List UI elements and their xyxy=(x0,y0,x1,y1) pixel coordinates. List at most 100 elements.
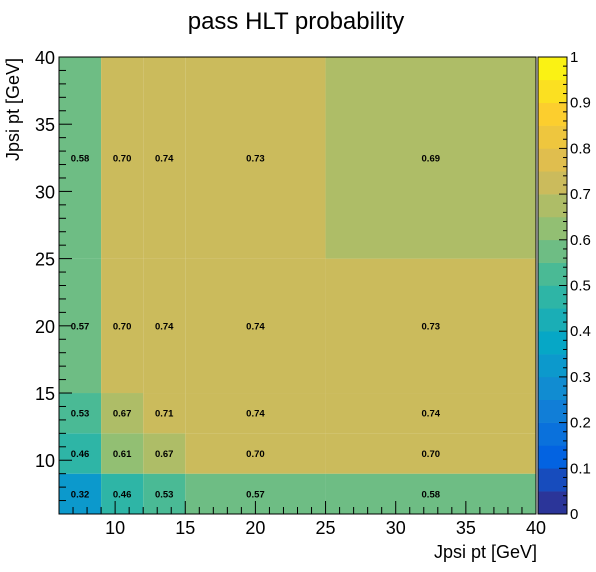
cell-value-label: 0.53 xyxy=(71,409,90,420)
cell-value-label: 0.67 xyxy=(113,409,132,420)
heatmap-cell xyxy=(59,473,102,514)
colorbar-band xyxy=(538,125,567,149)
cell-value-label: 0.74 xyxy=(155,321,174,332)
colorbar-band xyxy=(538,262,567,286)
cell-value-label: 0.74 xyxy=(246,321,265,332)
heatmap-cell xyxy=(143,473,186,514)
heatmap-cell xyxy=(185,393,326,434)
heatmap-cell xyxy=(59,433,102,474)
heatmap-cell xyxy=(101,57,144,259)
cell-value-label: 0.32 xyxy=(71,489,90,500)
cell-value-label: 0.57 xyxy=(71,321,90,332)
heatmap-cell xyxy=(325,433,536,474)
x-tick-label: 10 xyxy=(105,518,125,538)
heatmap-cell xyxy=(185,258,326,394)
heatmap-cells xyxy=(59,57,536,514)
colorbar-band xyxy=(538,216,567,241)
heatmap-cell xyxy=(143,57,186,259)
cell-value-label: 0.69 xyxy=(422,153,441,164)
heatmap-cell xyxy=(325,393,536,434)
heatmap-cell xyxy=(59,57,102,259)
colorbar-band xyxy=(538,194,567,218)
heatmap-cell xyxy=(101,258,144,394)
y-tick-label: 40 xyxy=(35,48,55,68)
x-tick-label: 15 xyxy=(175,518,195,538)
colorbar-tick-label: 0.6 xyxy=(570,232,591,249)
y-tick-label: 15 xyxy=(35,384,55,404)
cell-value-label: 0.70 xyxy=(246,449,265,460)
y-tick-label: 30 xyxy=(35,182,55,202)
cell-value-label: 0.73 xyxy=(422,321,441,332)
colorbar-tick-label: 1 xyxy=(570,49,578,66)
y-axis-label: Jpsi pt [GeV] xyxy=(3,58,23,161)
heatmap-cell xyxy=(185,433,326,474)
chart-title: pass HLT probability xyxy=(188,8,405,35)
y-tick-label: 10 xyxy=(35,451,55,471)
cell-value-label: 0.46 xyxy=(71,449,90,460)
colorbar-tick-label: 0.5 xyxy=(570,278,591,295)
y-tick-label: 25 xyxy=(35,250,55,270)
colorbar-band xyxy=(538,491,567,515)
colorbar-tick-label: 0.3 xyxy=(570,369,591,386)
cell-value-label: 0.70 xyxy=(113,321,132,332)
colorbar-band xyxy=(538,285,567,309)
colorbar-tick-label: 0 xyxy=(570,506,578,523)
x-tick-label: 20 xyxy=(245,518,265,538)
colorbar-tick-label: 0.2 xyxy=(570,415,591,432)
heatmap-cell xyxy=(185,57,326,259)
heatmap-cell xyxy=(325,258,536,394)
colorbar-tick-label: 0.1 xyxy=(570,460,591,477)
colorbar-tick-label: 0.7 xyxy=(570,186,591,203)
colorbar-band xyxy=(538,445,567,469)
heatmap-cell xyxy=(59,393,102,434)
cell-value-label: 0.53 xyxy=(155,489,174,500)
cell-value-label: 0.58 xyxy=(71,153,90,164)
y-tick-label: 35 xyxy=(35,115,55,135)
heatmap-cell xyxy=(101,473,144,514)
colorbar-band xyxy=(538,57,567,81)
colorbar-band xyxy=(538,422,567,446)
heatmap-cell xyxy=(101,433,144,474)
colorbar-band xyxy=(538,308,567,332)
cell-value-label: 0.61 xyxy=(113,449,132,460)
colorbar-tick-label: 0.9 xyxy=(570,95,591,112)
heatmap-cell xyxy=(143,393,186,434)
cell-value-label: 0.74 xyxy=(155,153,174,164)
x-tick-label: 40 xyxy=(526,518,546,538)
x-tick-label: 25 xyxy=(316,518,336,538)
cell-value-label: 0.70 xyxy=(113,153,132,164)
colorbar-band xyxy=(538,399,567,423)
colorbar-band xyxy=(538,148,567,172)
colorbar: 0 0.1 0.2 0.3 0.4 0.5 0.6 0.7 0.8 0.9 1 xyxy=(537,49,591,523)
cell-value-label: 0.58 xyxy=(422,489,441,500)
colorbar-tick-label: 0.4 xyxy=(570,323,591,340)
colorbar-band xyxy=(538,376,567,401)
cell-value-label: 0.73 xyxy=(246,153,265,164)
x-tick-label: 30 xyxy=(386,518,406,538)
colorbar-band xyxy=(538,331,567,355)
colorbar-tick-label: 0.8 xyxy=(570,140,591,157)
x-tick-label: 35 xyxy=(456,518,476,538)
cell-value-label: 0.71 xyxy=(155,409,174,420)
colorbar-band xyxy=(538,354,567,378)
heatmap-cell xyxy=(325,473,536,514)
cell-value-label: 0.74 xyxy=(422,409,441,420)
cell-value-label: 0.57 xyxy=(246,489,265,500)
axes: 10 15 20 25 30 35 40 10 15 20 25 30 35 40 xyxy=(35,48,546,538)
colorbar-band xyxy=(538,171,567,195)
cell-value-label: 0.46 xyxy=(113,489,132,500)
colorbar-band xyxy=(538,239,567,263)
heatmap-cell xyxy=(325,57,536,259)
heatmap-cell xyxy=(143,433,186,474)
y-tick-label: 20 xyxy=(35,317,55,337)
heatmap-cell xyxy=(143,258,186,394)
colorbar-band xyxy=(538,79,567,103)
cell-value-label: 0.74 xyxy=(246,409,265,420)
cell-value-label: 0.70 xyxy=(422,449,441,460)
colorbar-band xyxy=(538,468,567,492)
cell-value-label: 0.67 xyxy=(155,449,174,460)
heatmap-cell-labels: 0.32 0.46 0.53 0.57 0.58 0.46 0.61 0.67 0.70 0.70… xyxy=(71,153,441,500)
colorbar-band xyxy=(538,102,567,126)
heatmap-cell xyxy=(101,393,144,434)
